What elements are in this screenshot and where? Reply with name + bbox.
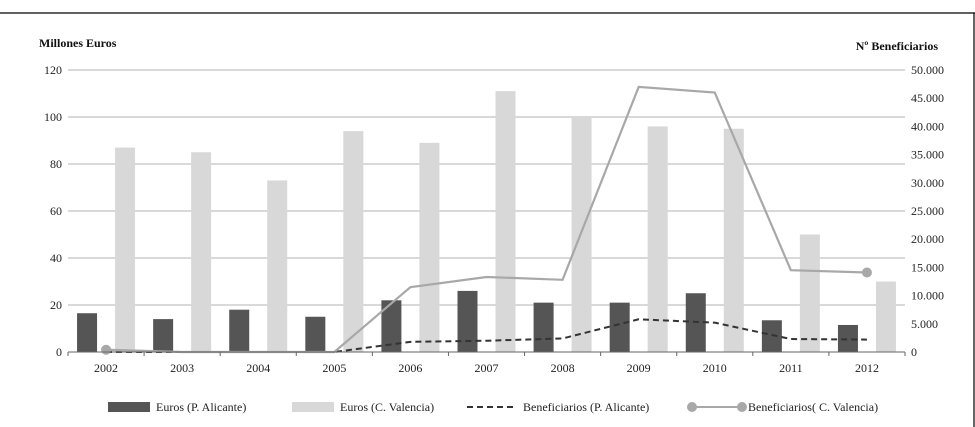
legend-swatch xyxy=(108,402,150,412)
x-tick-label: 2012 xyxy=(855,361,879,375)
x-tick-label: 2009 xyxy=(627,361,651,375)
bar-euros-valencia xyxy=(419,142,440,352)
bar-euros-alicante xyxy=(153,319,174,352)
left-tick-label: 60 xyxy=(50,204,62,218)
left-tick-label: 0 xyxy=(56,345,62,359)
right-tick-label: 15.000 xyxy=(911,260,944,274)
legend-label: Beneficiarios (P. Alicante) xyxy=(523,400,649,414)
right-tick-label: 25.000 xyxy=(911,204,944,218)
bar-euros-alicante xyxy=(457,290,478,352)
bar-euros-valencia xyxy=(267,180,288,352)
left-tick-label: 40 xyxy=(50,251,62,265)
line-beneficiarios-alicante xyxy=(106,318,867,353)
bar-euros-alicante xyxy=(381,300,402,352)
series-lines xyxy=(101,85,872,355)
bar-euros-valencia xyxy=(647,126,668,353)
bar-euros-valencia xyxy=(115,147,136,352)
legend-label: Euros (P. Alicante) xyxy=(156,400,246,414)
x-tick-label: 2011 xyxy=(779,361,803,375)
bar-euros-alicante xyxy=(761,320,782,352)
x-tick-label: 2004 xyxy=(246,361,270,375)
bar-euros-alicante xyxy=(229,309,250,352)
right-axis-title: Nº Beneficiarios xyxy=(856,39,939,53)
right-tick-label: 35.000 xyxy=(911,148,944,162)
bar-euros-valencia xyxy=(875,281,896,352)
left-tick-label: 80 xyxy=(50,157,62,171)
left-tick-label: 120 xyxy=(44,63,62,77)
x-tick-label: 2005 xyxy=(322,361,346,375)
x-tick-label: 2002 xyxy=(94,361,118,375)
bars xyxy=(77,91,896,353)
x-tick-label: 2006 xyxy=(398,361,422,375)
right-tick-label: 40.000 xyxy=(911,119,944,133)
line-marker xyxy=(861,267,872,278)
x-tick-label: 2003 xyxy=(170,361,194,375)
bar-euros-alicante xyxy=(609,302,630,352)
right-tick-label: 20.000 xyxy=(911,232,944,246)
bar-euros-valencia xyxy=(495,91,516,353)
right-tick-label: 50.000 xyxy=(911,63,944,77)
left-axis-title: Millones Euros xyxy=(39,36,117,50)
left-tick-label: 20 xyxy=(50,298,62,312)
line-beneficiarios-valencia xyxy=(106,85,867,354)
x-tick-label: 2010 xyxy=(703,361,727,375)
right-axis-ticks: 0 5.000 10.000 15.000 20.000 25.000 30.000 35.0… xyxy=(911,63,944,359)
legend-label: Euros (C. Valencia) xyxy=(340,400,434,414)
legend-swatch xyxy=(292,402,334,412)
right-tick-label: 10.000 xyxy=(911,289,944,303)
line-marker xyxy=(101,344,112,355)
left-tick-label: 100 xyxy=(44,110,62,124)
legend-label: Beneficiarios( C. Valencia) xyxy=(748,400,878,414)
x-tick-label: 2007 xyxy=(475,361,499,375)
x-tick-label: 2008 xyxy=(551,361,575,375)
right-tick-label: 30.000 xyxy=(911,176,944,190)
left-axis-ticks: 0 20 40 60 80 100 120 xyxy=(44,63,62,359)
right-tick-label: 45.000 xyxy=(911,91,944,105)
right-tick-label: 0 xyxy=(911,345,917,359)
bar-euros-valencia xyxy=(723,128,744,352)
legend-marker xyxy=(687,402,697,412)
bar-euros-alicante xyxy=(305,316,326,352)
right-tick-label: 5.000 xyxy=(911,317,938,331)
bar-euros-valencia xyxy=(343,131,364,352)
bar-euros-alicante xyxy=(533,302,554,352)
legend: Euros (P. Alicante) Euros (C. Valencia) Be… xyxy=(108,400,878,414)
x-axis-ticks: 2002 2003 2004 2005 2006 2007 2008 2009 2010 2011… xyxy=(67,352,906,375)
legend-marker xyxy=(737,402,747,412)
bar-euros-alicante xyxy=(77,313,98,352)
bar-euros-alicante xyxy=(837,324,858,352)
bar-euros-valencia xyxy=(191,152,212,352)
bar-euros-valencia xyxy=(799,234,820,352)
